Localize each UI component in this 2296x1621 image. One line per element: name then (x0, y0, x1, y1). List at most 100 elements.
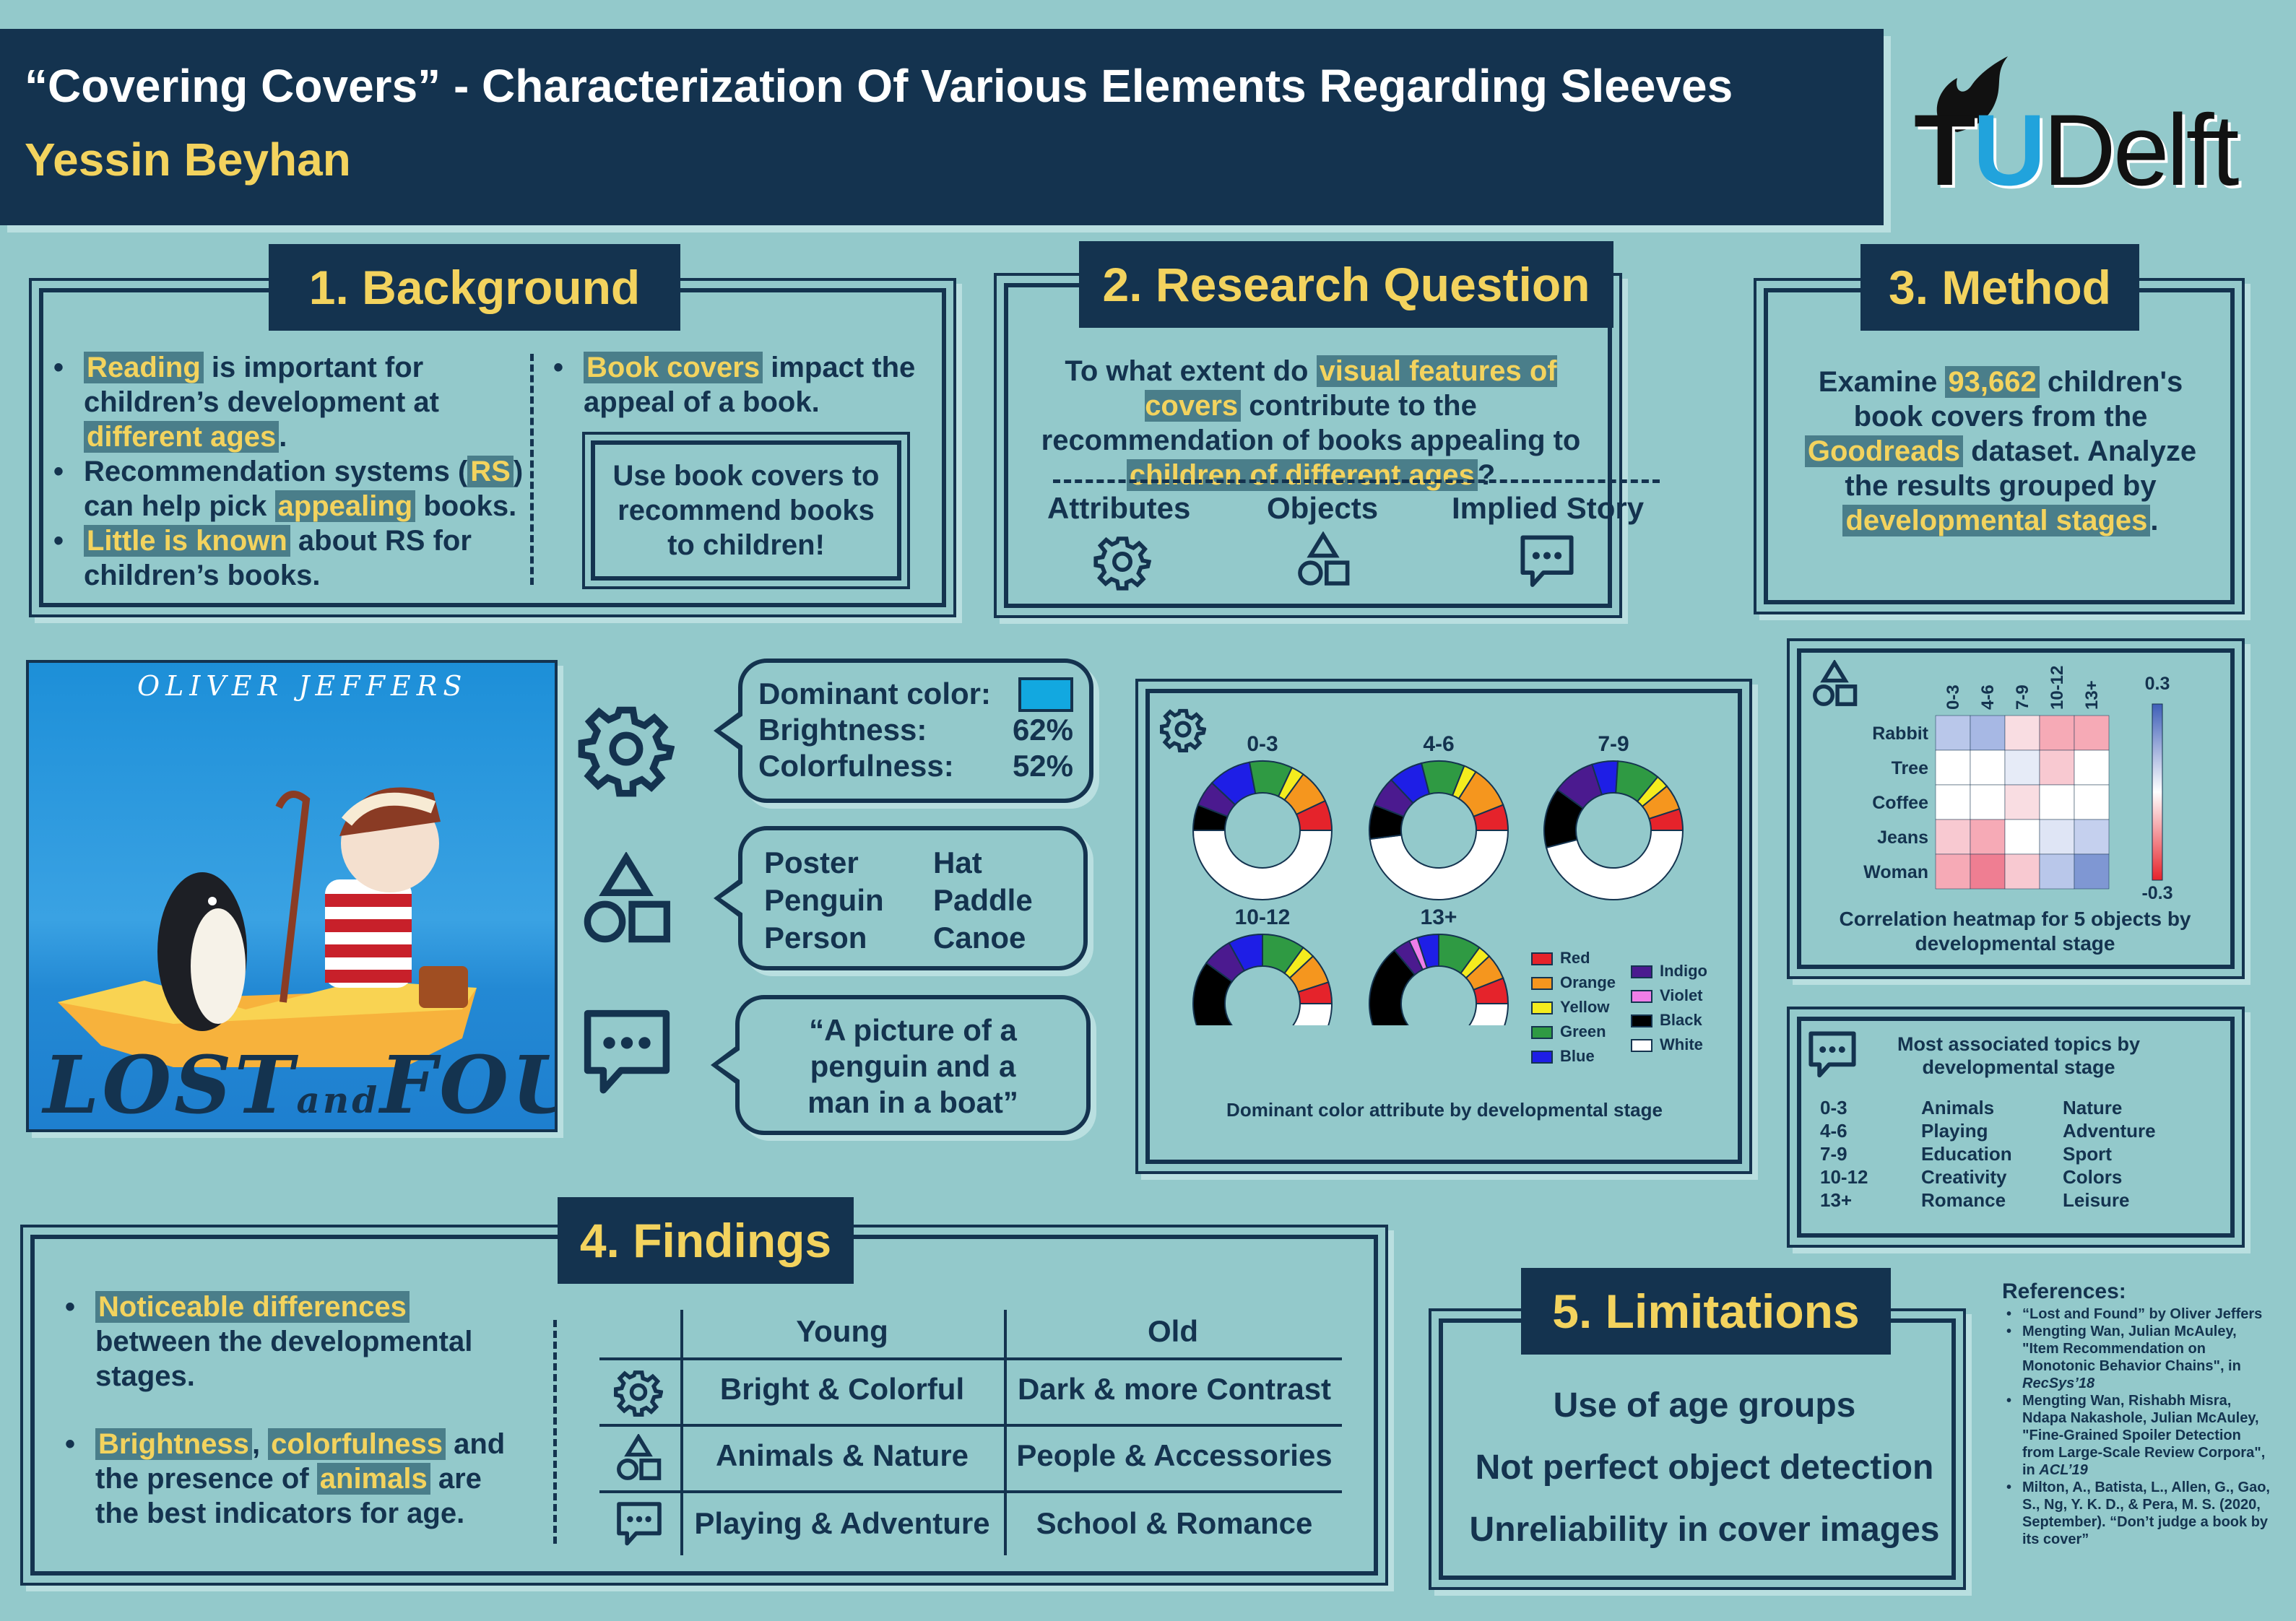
heatmap-row-label: Rabbit (1872, 723, 1928, 744)
donut-stage-label: 13+ (1421, 905, 1457, 929)
method-text: Examine 93,662 children's book covers fr… (1784, 365, 2217, 538)
heatmap-cell (1970, 853, 2006, 890)
heatmap-cell (2074, 749, 2110, 786)
donut-stage-label: 7-9 (1598, 732, 1629, 756)
speech-bubble-icon (584, 1009, 670, 1094)
heatmap-cell (2004, 749, 2040, 786)
heatmap-col-label: 7-9 (2013, 685, 2032, 710)
flame-icon (1936, 56, 2008, 132)
heatmap-cell (2004, 715, 2040, 751)
legend-item: Red (1531, 946, 1616, 970)
donut-slice (1545, 830, 1684, 900)
heatmap-panel (1787, 638, 2245, 979)
heatmap-row-label: Jeans (1877, 827, 1928, 848)
gear-icon (1093, 536, 1151, 591)
attributes-bubble: Dominant color: Brightness: 62% Colorfuln… (714, 659, 1093, 803)
limitations-heading: 5. Limitations (1521, 1268, 1891, 1355)
reference-item: Mengting Wan, Julian McAuley, "Item Reco… (2002, 1323, 2276, 1392)
heatmap-row-label: Tree (1892, 758, 1929, 778)
heatmap-row-label: Coffee (1872, 793, 1928, 813)
bullet-reading: Reading is important for children’s deve… (49, 350, 526, 454)
donut-slice (1231, 1003, 1333, 1025)
heatmap-scale-label: 0.3 (2145, 674, 2170, 694)
background-heading: 1. Background (269, 244, 680, 331)
row-old-cell: People & Accessories (1016, 1438, 1333, 1472)
heatmap-col-label: 0-3 (1944, 685, 1963, 710)
heatmap-cell (2039, 819, 2075, 855)
heatmap-cell (1970, 749, 2006, 786)
cover-title: LOSTandFOUND (43, 1038, 555, 1131)
story-bubble: “A picture of a penguin and a man in a b… (711, 995, 1091, 1135)
background-bullets-left: Reading is important for children’s deve… (49, 350, 526, 593)
speech-bubble-icon (617, 1502, 662, 1546)
bullet-differences: Noticeable differences between the devel… (61, 1290, 523, 1394)
heatmap-cell (2039, 749, 2075, 786)
heatmap-cell (1935, 853, 1971, 890)
legend-item: Blue (1531, 1044, 1616, 1069)
book-cover-image: OLIVER JEFFERS LOSTandFOUND (26, 660, 558, 1132)
bullet-rs: Recommendation systems (RS) can help pic… (49, 454, 526, 523)
limitation-item: Unreliability in cover images (1469, 1511, 1940, 1549)
reference-item: “Lost and Found” by Oliver Jeffers (2002, 1305, 2276, 1323)
row-young-cell: Bright & Colorful (719, 1372, 965, 1406)
legend-item: White (1631, 1033, 1707, 1057)
speech-bubble-icon (1808, 1031, 1856, 1078)
donut-slice (1369, 949, 1416, 1025)
references: References: “Lost and Found” by Oliver J… (2002, 1278, 2276, 1548)
reference-item: Milton, A., Batista, L., Allen, G., Gao,… (2002, 1479, 2276, 1548)
donut-stage-label: 10-12 (1235, 905, 1291, 929)
topics-title: Most associated topics by developmental … (1897, 1033, 2141, 1078)
heatmap-cell (1935, 749, 1971, 786)
heatmap-cell (2074, 853, 2110, 890)
background-bullets-right: Book covers impact the appeal of a book. (549, 350, 939, 420)
gear-icon (614, 1370, 663, 1417)
bullet-book-covers: Book covers impact the appeal of a book. (549, 350, 939, 420)
gear-icon (578, 706, 675, 797)
heatmap-cell (2004, 853, 2040, 890)
research-question: To what extent do visual features of cov… (1041, 355, 1581, 491)
donut-panel (1135, 679, 1752, 1174)
limitations-list: Use of age groups Not perfect object det… (1437, 1375, 1972, 1561)
heatmap-cell (2074, 784, 2110, 820)
bullet-little-known: Little is known about RS for children’s … (49, 523, 526, 593)
background-callout: Use book covers to recommend books to ch… (582, 432, 910, 589)
heatmap-col-label: 13+ (2082, 680, 2102, 710)
heatmap-scale-label: -0.3 (2141, 883, 2172, 903)
dominant-color-swatch (1018, 677, 1073, 712)
poster-title: “Covering Covers” - Characterization Of … (25, 60, 1733, 112)
heatmap-cell (1970, 819, 2006, 855)
donut-chart-area: 0-3 4-6 7-9 10-12 13+ (1192, 732, 1684, 1025)
col-young: Young (796, 1314, 888, 1348)
legend-item: Black (1631, 1008, 1707, 1033)
limitation-item: Use of age groups (1553, 1386, 1856, 1425)
header-banner (0, 29, 1884, 225)
shapes-icon (617, 1434, 662, 1480)
references-title: References: (2002, 1279, 2126, 1303)
heatmap-cell (2039, 784, 2075, 820)
donut-slice (1192, 830, 1333, 900)
row-old-cell: School & Romance (1036, 1506, 1313, 1540)
tudelft-logo: TUDelft (1914, 42, 2275, 201)
heatmap-col-label: 4-6 (1978, 685, 1998, 710)
donut-legend: Red Orange Yellow Green Blue Indigo Viol… (1531, 946, 1733, 1076)
heatmap-cell (2004, 784, 2040, 820)
donut-slice (1369, 830, 1509, 900)
donut-slice (1295, 799, 1333, 831)
donut-slice (1648, 808, 1684, 831)
findings-table: Young Old Bright & Colorful Dark & more … (599, 1310, 1342, 1555)
row-young-cell: Playing & Adventure (694, 1506, 990, 1540)
poster-author: Yessin Beyhan (25, 134, 351, 186)
heatmap-cell (2074, 715, 2110, 751)
donut-stage-label: 4-6 (1423, 732, 1454, 756)
legend-item: Orange (1531, 970, 1616, 995)
research-heading: 2. Research Question (1079, 241, 1613, 328)
row-old-cell: Dark & more Contrast (1017, 1372, 1332, 1406)
reference-item: Mengting Wan, Rishabh Misra, Ndapa Nakas… (2002, 1392, 2276, 1479)
legend-item: Green (1531, 1020, 1616, 1044)
heatmap-row-label: Woman (1863, 862, 1928, 882)
objects-bubble: Poster Hat Penguin Paddle Person Canoe (714, 826, 1088, 970)
donut-caption: Dominant color attribute by developmenta… (1226, 1099, 1663, 1121)
limitation-item: Not perfect object detection (1475, 1448, 1934, 1487)
findings-bullets: Noticeable differences between the devel… (61, 1290, 523, 1531)
heatmap-caption: Correlation heatmap for 5 objects by dev… (1839, 908, 2191, 955)
